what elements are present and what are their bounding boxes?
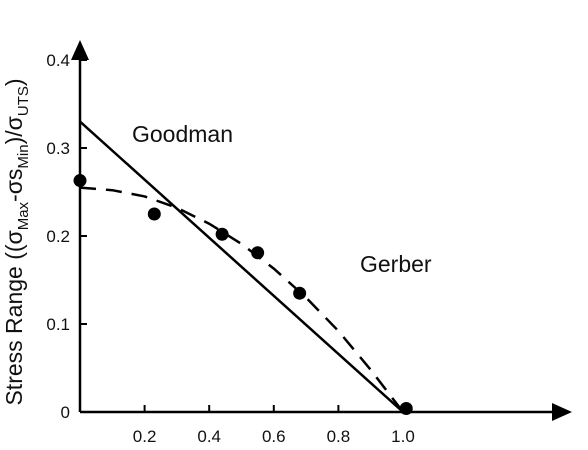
y-axis-arrow [71,40,89,60]
data-point [74,174,87,187]
labels-layer: Goodman Gerber [132,121,432,277]
data-point [400,402,413,415]
y-tick-label: 0 [61,403,70,422]
points-layer [74,174,413,415]
series-goodman-line [80,122,403,412]
series-layer [80,122,403,412]
ticks: 0.2 0.4 0.6 0.8 1.0 0 0.1 0.2 0.3 0.4 [46,51,414,446]
data-point [216,228,229,241]
x-tick-label: 1.0 [391,427,415,446]
y-axis-label: Stress Range ((σMax-σsMin)/σUTS) [1,78,32,405]
x-tick-label: 0.4 [197,427,221,446]
data-point [251,246,264,259]
data-point [148,208,161,221]
series-label-goodman: Goodman [132,121,233,147]
y-tick-label: 0.1 [46,315,70,334]
axes [71,40,572,421]
x-tick-label: 0.8 [327,427,351,446]
data-point [293,287,306,300]
x-tick-label: 0.6 [262,427,286,446]
y-tick-label: 0.3 [46,139,70,158]
x-axis-arrow [552,403,572,421]
x-tick-label: 0.2 [133,427,157,446]
series-label-gerber: Gerber [360,251,432,277]
y-tick-label: 0.2 [46,227,70,246]
y-tick-label: 0.4 [46,51,70,70]
series-gerber-line [80,188,403,412]
